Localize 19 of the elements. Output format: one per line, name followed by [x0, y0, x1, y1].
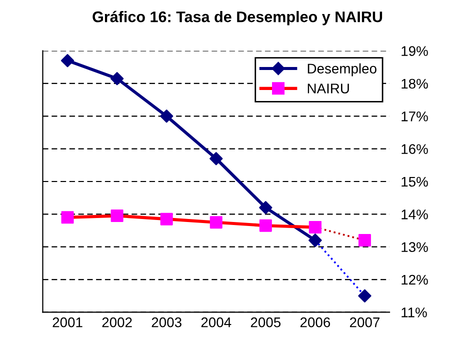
legend-label: NAIRU: [308, 84, 349, 94]
y-tick-label: 14%: [402, 210, 428, 220]
chart-title: Gráfico 16: Tasa de Desempleo y NAIRU: [92, 10, 382, 26]
y-tick-label: 15%: [402, 176, 428, 187]
y-tick-label: 19%: [402, 46, 428, 56]
y-tick-label: 16%: [402, 144, 428, 154]
x-tick-label: 2003: [152, 317, 182, 328]
x-tick-label: 2001: [52, 317, 82, 328]
x-tick-label: 2006: [300, 317, 330, 328]
x-tick-label: 2007: [350, 317, 380, 328]
y-tick-label: 11%: [402, 308, 427, 318]
y-tick-label: 18%: [402, 78, 428, 89]
y-tick-label: 17%: [402, 112, 428, 122]
x-tick-label: 2005: [250, 317, 281, 328]
y-tick-label: 12%: [402, 274, 428, 285]
legend-label: Desempleo: [308, 63, 376, 76]
x-tick-label: 2004: [201, 317, 232, 328]
y-tick-label: 13%: [402, 242, 428, 252]
x-tick-label: 2002: [102, 317, 132, 328]
